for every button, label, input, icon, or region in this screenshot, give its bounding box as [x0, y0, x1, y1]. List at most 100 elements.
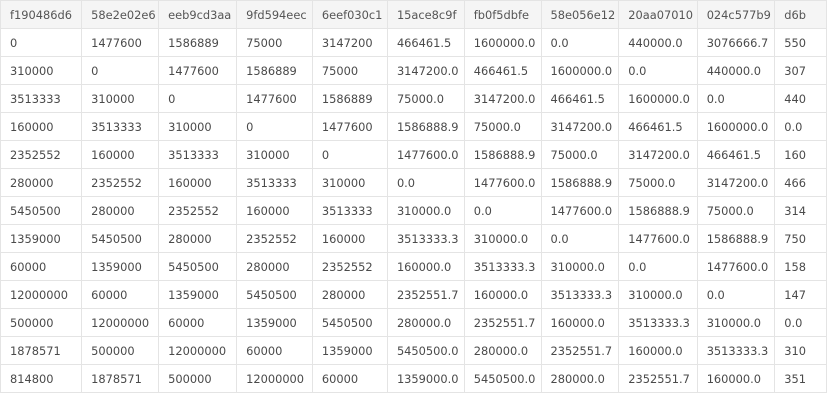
table-cell: 5450500 — [0, 196, 83, 225]
table-cell: 310000.0 — [696, 308, 776, 337]
table-cell: 3513333.3 — [540, 280, 620, 309]
table-cell: 0.0 — [618, 56, 698, 85]
table-row: 814800 1878571 500000 12000000 60000 1359000.… — [0, 364, 827, 393]
table-row: 60000 1359000 5450500 280000 2352552 160000.0… — [0, 252, 827, 281]
table-cell: 550 — [774, 28, 827, 57]
table-cell: 5450500 — [81, 224, 160, 253]
table-cell: 1600000.0 — [540, 56, 620, 85]
column-header[interactable]: 58e2e02e6 — [81, 0, 160, 29]
table-row: 3513333 310000 0 1477600 1586889 75000.0 31472… — [0, 84, 827, 113]
table-cell: 160000.0 — [696, 364, 776, 393]
table-row: 160000 3513333 310000 0 1477600 1586888.9 7500… — [0, 112, 827, 141]
table-cell: 12000000 — [158, 336, 238, 365]
column-header[interactable]: 9fd594eec — [236, 0, 313, 29]
column-header[interactable]: 20aa07010 — [618, 0, 698, 29]
table-row: 1359000 5450500 280000 2352552 160000 3513333… — [0, 224, 827, 253]
table-cell: 160000 — [158, 168, 238, 197]
table-cell: 500000 — [158, 364, 238, 393]
table-cell: 1359000 — [311, 336, 388, 365]
table-cell: 0.0 — [386, 168, 465, 197]
table-cell: 314 — [774, 196, 827, 225]
table-cell: 310000.0 — [463, 224, 542, 253]
table-cell: 160000 — [0, 112, 83, 141]
table-cell: 5450500 — [311, 308, 388, 337]
column-header[interactable]: fb0f5dbfe — [463, 0, 542, 29]
table-cell: 1600000.0 — [696, 112, 776, 141]
table-row: 5450500 280000 2352552 160000 3513333 310000.… — [0, 196, 827, 225]
table-cell: 12000000 — [81, 308, 160, 337]
table-cell: 1477600.0 — [618, 224, 698, 253]
table-cell: 147 — [774, 280, 827, 309]
table-cell: 280000.0 — [540, 364, 620, 393]
table-cell: 2352552 — [81, 168, 160, 197]
table-cell: 280000.0 — [463, 336, 542, 365]
column-header[interactable]: eeb9cd3aa — [158, 0, 238, 29]
table-cell: 466461.5 — [618, 112, 698, 141]
table-cell: 3513333.3 — [463, 252, 542, 281]
table-cell: 814800 — [0, 364, 83, 393]
table-cell: 0.0 — [774, 308, 827, 337]
table-cell: 160000.0 — [463, 280, 542, 309]
column-header[interactable]: 58e056e12 — [540, 0, 620, 29]
table-cell: 5450500.0 — [386, 336, 465, 365]
table-cell: 3513333 — [81, 112, 160, 141]
table-cell: 3513333 — [158, 140, 238, 169]
table-body: 0 1477600 1586889 75000 3147200 466461.5 16000… — [0, 28, 827, 393]
table-cell: 75000 — [236, 28, 313, 57]
table-cell: 3147200 — [311, 28, 388, 57]
table-cell: 3076666.7 — [696, 28, 776, 57]
table-cell: 1477600.0 — [540, 196, 620, 225]
table-cell: 351 — [774, 364, 827, 393]
table-cell: 75000.0 — [386, 84, 465, 113]
data-table: f190486d6 58e2e02e6 eeb9cd3aa 9fd594eec 6eef… — [0, 0, 827, 393]
table-cell: 1586889 — [236, 56, 313, 85]
table-cell: 3147200.0 — [696, 168, 776, 197]
table-cell: 75000.0 — [463, 112, 542, 141]
table-cell: 0 — [81, 56, 160, 85]
table-row: 310000 0 1477600 1586889 75000 3147200.0 46646… — [0, 56, 827, 85]
table-row: 1878571 500000 12000000 60000 1359000 5450500… — [0, 336, 827, 365]
table-cell: 2352551.7 — [386, 280, 465, 309]
table-cell: 0 — [236, 112, 313, 141]
table-cell: 1359000 — [236, 308, 313, 337]
table-cell: 1586888.9 — [463, 140, 542, 169]
table-cell: 5450500 — [236, 280, 313, 309]
column-header[interactable]: d6b — [774, 0, 827, 29]
column-header[interactable]: 024c577b9 — [696, 0, 776, 29]
table-cell: 310000.0 — [386, 196, 465, 225]
table-cell: 2352552 — [236, 224, 313, 253]
table-cell: 3147200.0 — [540, 112, 620, 141]
table-cell: 310 — [774, 336, 827, 365]
table-cell: 0 — [311, 140, 388, 169]
table-cell: 1586888.9 — [386, 112, 465, 141]
table-row: 280000 2352552 160000 3513333 310000 0.0 14776… — [0, 168, 827, 197]
table-cell: 160000.0 — [618, 336, 698, 365]
table-cell: 440000.0 — [618, 28, 698, 57]
table-cell: 160000.0 — [386, 252, 465, 281]
table-cell: 1586888.9 — [540, 168, 620, 197]
table-cell: 750 — [774, 224, 827, 253]
table-cell: 3147200.0 — [618, 140, 698, 169]
table-cell: 280000 — [0, 168, 83, 197]
table-cell: 1477600.0 — [696, 252, 776, 281]
table-cell: 160 — [774, 140, 827, 169]
table-cell: 5450500.0 — [463, 364, 542, 393]
column-header[interactable]: 15ace8c9f — [386, 0, 465, 29]
table-cell: 1477600 — [81, 28, 160, 57]
table-cell: 5450500 — [158, 252, 238, 281]
table-cell: 1600000.0 — [618, 84, 698, 113]
column-header[interactable]: 6eef030c1 — [311, 0, 388, 29]
table-cell: 440 — [774, 84, 827, 113]
table-cell: 0.0 — [774, 112, 827, 141]
table-cell: 280000.0 — [386, 308, 465, 337]
table-cell: 0.0 — [463, 196, 542, 225]
column-header[interactable]: f190486d6 — [0, 0, 83, 29]
table-cell: 60000 — [81, 280, 160, 309]
table-cell: 280000 — [236, 252, 313, 281]
table-cell: 3513333 — [236, 168, 313, 197]
table-cell: 1600000.0 — [463, 28, 542, 57]
table-cell: 0.0 — [696, 84, 776, 113]
table-cell: 466461.5 — [696, 140, 776, 169]
table-cell: 0 — [158, 84, 238, 113]
